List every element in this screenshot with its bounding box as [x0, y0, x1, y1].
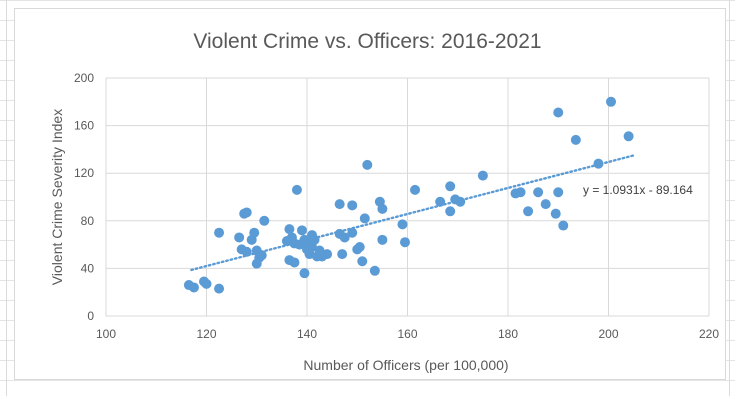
data-point — [309, 234, 320, 245]
data-point — [359, 213, 370, 224]
x-axis-tick-labels: 100 120 140 160 180 200 220 — [96, 327, 719, 341]
x-tick-label: 160 — [397, 327, 417, 341]
data-point — [234, 232, 245, 243]
y-axis-title: Violent Crime Severity Index — [49, 109, 65, 285]
x-tick-label: 120 — [196, 327, 216, 341]
chart-title: Violent Crime vs. Officers: 2016-2021 — [193, 30, 542, 53]
spreadsheet-column-line — [6, 0, 7, 396]
data-point — [540, 199, 551, 210]
data-point — [214, 227, 225, 238]
y-tick-label: 0 — [87, 309, 94, 323]
data-point — [606, 96, 617, 107]
data-point — [399, 237, 410, 248]
y-tick-label: 160 — [74, 119, 94, 133]
data-point — [445, 206, 456, 217]
x-tick-label: 100 — [96, 327, 116, 341]
data-point — [377, 203, 388, 214]
y-tick-label: 40 — [81, 261, 95, 275]
data-point — [623, 131, 634, 142]
x-tick-label: 220 — [699, 327, 719, 341]
data-point — [214, 283, 225, 294]
data-points — [183, 96, 634, 294]
y-tick-label: 120 — [74, 166, 94, 180]
data-point — [249, 227, 260, 238]
data-point — [553, 107, 564, 118]
data-point — [369, 265, 380, 276]
data-point — [322, 249, 333, 260]
data-point — [455, 196, 466, 207]
data-point — [515, 187, 526, 198]
data-point — [377, 234, 388, 245]
data-point — [435, 196, 446, 207]
data-point — [477, 170, 488, 181]
trendline-equation-label: y = 1.0931x - 89.164 — [583, 183, 693, 197]
data-point — [523, 206, 534, 217]
data-point — [334, 199, 345, 210]
data-point — [553, 187, 564, 198]
data-point — [357, 256, 368, 267]
x-tick-label: 140 — [297, 327, 317, 341]
data-point — [362, 159, 373, 170]
data-point — [201, 278, 212, 289]
data-point — [445, 181, 456, 192]
data-point — [550, 208, 561, 219]
data-point — [397, 219, 408, 230]
data-point — [410, 184, 421, 195]
data-point — [284, 224, 295, 235]
data-point — [337, 249, 348, 260]
trendline-group — [190, 154, 635, 272]
data-point — [289, 257, 300, 268]
data-point — [256, 250, 267, 261]
data-point — [354, 241, 365, 252]
y-tick-label: 200 — [74, 71, 94, 85]
y-tick-label: 80 — [81, 214, 95, 228]
spreadsheet-column-line — [729, 0, 730, 396]
data-point — [291, 184, 302, 195]
chart-area[interactable] — [14, 8, 726, 380]
data-point — [296, 225, 307, 236]
data-point — [339, 232, 350, 243]
data-point — [299, 268, 310, 279]
data-point — [241, 246, 252, 257]
x-axis-title: Number of Officers (per 100,000) — [303, 357, 508, 373]
data-point — [259, 215, 270, 226]
data-point — [188, 282, 199, 293]
x-tick-label: 180 — [498, 327, 518, 341]
x-tick-label: 200 — [598, 327, 618, 341]
data-point — [533, 187, 544, 198]
data-point — [241, 207, 252, 218]
data-point — [347, 227, 358, 238]
y-axis-tick-labels: 0 40 80 120 160 200 — [74, 71, 94, 323]
data-point — [558, 220, 569, 231]
data-point — [570, 134, 581, 145]
data-point — [347, 200, 358, 211]
data-point — [593, 158, 604, 169]
gridlines — [105, 77, 710, 317]
trendline — [190, 154, 635, 272]
